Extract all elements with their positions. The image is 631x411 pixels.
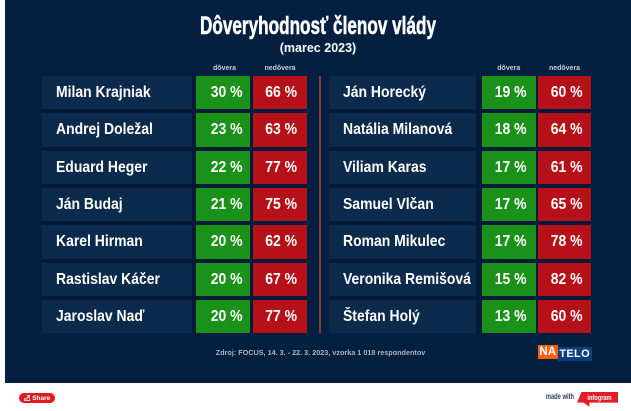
svg-text:infogram: infogram (587, 393, 611, 402)
